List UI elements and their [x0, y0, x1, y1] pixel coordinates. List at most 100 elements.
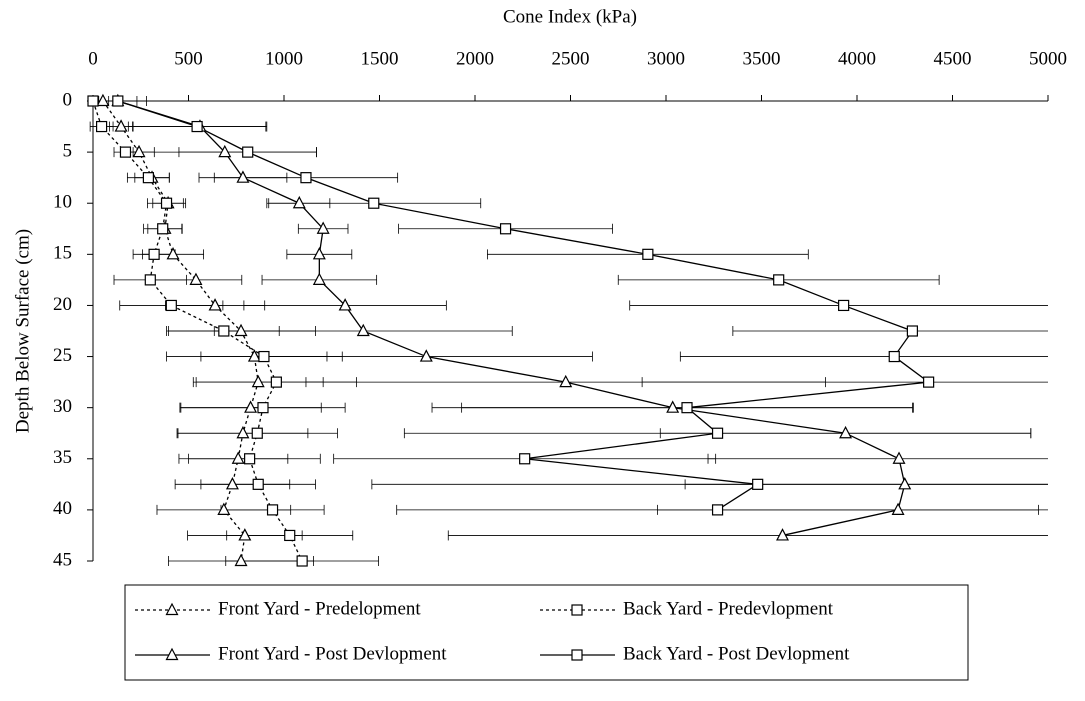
x-tick-label: 3500	[743, 48, 781, 69]
marker	[144, 274, 156, 286]
marker	[499, 223, 512, 235]
marker	[217, 502, 231, 515]
marker	[312, 247, 326, 260]
y-tick-label: 40	[53, 498, 72, 519]
legend-label: Front Yard - Predelopment	[218, 598, 421, 619]
axis-title: Cone Index (kPa)	[503, 6, 637, 27]
marker	[251, 374, 265, 388]
marker	[132, 144, 146, 158]
marker	[247, 349, 261, 362]
x-tick-label: 3000	[647, 48, 685, 69]
x-tick-label: 2500	[552, 48, 590, 69]
marker	[87, 95, 99, 107]
marker	[419, 349, 433, 362]
marker	[236, 425, 250, 439]
marker	[316, 221, 330, 234]
marker	[148, 248, 160, 260]
y-tick-label: 30	[53, 396, 72, 417]
legend-marker	[165, 647, 179, 661]
marker	[252, 478, 264, 490]
plot-area	[87, 93, 1048, 567]
marker	[266, 504, 279, 516]
marker	[234, 553, 248, 567]
y-tick-label: 5	[63, 140, 73, 161]
marker	[642, 248, 654, 260]
marker	[773, 274, 785, 286]
marker	[888, 350, 900, 363]
marker	[838, 299, 850, 312]
y-tick-label: 10	[53, 192, 72, 213]
y-axis-title: Depth Below Surface (cm)	[12, 229, 33, 433]
marker	[218, 325, 230, 337]
marker	[218, 144, 232, 158]
legend-label: Back Yard - Post Devlopment	[623, 643, 850, 664]
marker	[906, 325, 918, 337]
marker	[166, 247, 180, 260]
marker	[244, 453, 256, 465]
marker	[96, 93, 110, 107]
marker	[776, 528, 790, 541]
legend-label: Front Yard - Post Devlopment	[218, 643, 447, 664]
x-tick-label: 5000	[1029, 48, 1067, 69]
marker	[225, 477, 239, 490]
marker	[258, 350, 270, 363]
marker	[142, 172, 154, 184]
marker	[892, 451, 906, 464]
x-tick-label: 500	[174, 48, 203, 69]
marker	[711, 427, 724, 439]
x-tick-label: 2000	[456, 48, 494, 69]
marker	[257, 402, 269, 414]
marker	[752, 478, 764, 490]
y-tick-label: 25	[53, 345, 72, 366]
x-tick-label: 4500	[934, 48, 972, 69]
marker	[208, 298, 222, 311]
y-tick-label: 35	[53, 447, 72, 468]
marker	[231, 451, 245, 464]
legend-label: Back Yard - Predevlopment	[623, 598, 834, 619]
marker	[519, 453, 531, 465]
legend-marker	[165, 602, 179, 616]
marker	[95, 120, 108, 133]
marker	[157, 223, 169, 235]
x-tick-label: 0	[88, 48, 98, 69]
marker	[251, 427, 263, 439]
marker	[114, 119, 128, 132]
marker	[711, 504, 724, 516]
marker	[238, 528, 252, 541]
marker	[270, 376, 282, 388]
y-tick-label: 20	[53, 294, 72, 315]
marker	[898, 477, 912, 490]
marker	[284, 529, 296, 542]
marker	[891, 502, 905, 515]
y-tick-label: 0	[63, 89, 73, 110]
marker	[244, 400, 258, 413]
marker	[296, 555, 308, 567]
legend-marker	[571, 604, 583, 616]
marker	[236, 170, 250, 183]
marker	[112, 95, 124, 107]
marker	[312, 272, 326, 285]
marker	[292, 195, 306, 209]
marker	[839, 425, 853, 439]
marker	[160, 197, 173, 209]
y-tick-label: 45	[53, 549, 72, 570]
marker	[666, 400, 680, 413]
x-tick-label: 4000	[838, 48, 876, 69]
marker	[242, 146, 254, 158]
marker	[165, 299, 177, 312]
legend-marker	[571, 649, 583, 661]
marker	[923, 376, 935, 388]
marker	[119, 146, 132, 158]
y-tick-label: 15	[53, 243, 72, 264]
legend-box	[124, 584, 969, 681]
marker	[356, 323, 370, 337]
marker	[559, 374, 573, 388]
marker	[191, 120, 203, 133]
x-tick-label: 1000	[265, 48, 303, 69]
marker	[681, 402, 693, 414]
x-tick-label: 1500	[361, 48, 399, 69]
marker	[300, 172, 312, 184]
marker	[189, 272, 203, 285]
marker	[368, 197, 380, 209]
